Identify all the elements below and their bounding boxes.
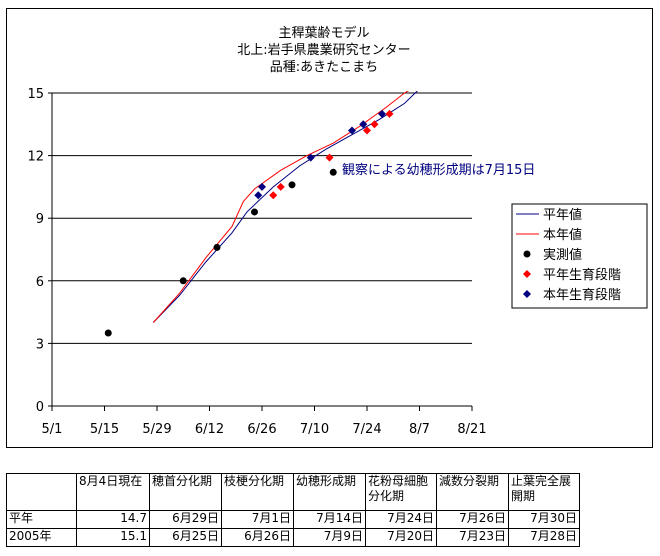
data-point [213,243,221,251]
data-point [306,153,315,162]
x-tick-label: 5/29 [142,422,171,437]
data-point [269,191,278,200]
y-tick-label: 9 [36,212,44,227]
data-point [359,120,368,129]
legend-swatch [523,250,531,258]
legend-swatch [523,270,531,278]
y-tick-label: 6 [36,275,44,290]
legend-label: 本年生育段階 [543,287,621,303]
table-cell: 6月26日 [221,528,294,547]
table-header-cell [6,473,77,511]
table-header-cell: 8月4日現在 [76,473,150,511]
table-header-cell: 枝梗分化期 [221,473,294,511]
table-row: 2005年 15.1 6月25日 6月26日 7月9日 7月20日 7月23日 7月28日 [6,528,580,547]
data-point [370,120,379,129]
table-cell: 7月23日 [436,528,509,547]
table-cell: 15.1 [76,528,150,547]
x-tick-label: 6/26 [247,422,276,437]
table-cell: 7月20日 [365,528,437,547]
y-tick-label: 15 [27,87,44,102]
data-point [378,109,386,118]
table-header-cell: 減数分裂期 [436,473,509,511]
data-point [288,181,296,189]
data-point [325,153,334,162]
data-point [179,277,187,285]
table-cell: 7月24日 [365,510,437,529]
table-cell: 2005年 [6,528,77,547]
legend-label: 平年値 [543,207,582,223]
table-cell: 14.7 [76,510,150,529]
legend-swatch [523,290,531,298]
title-line: 品種:あきたこまち [270,59,378,75]
data-point [254,191,263,200]
table-cell: 平年 [6,510,77,529]
x-tick-label: 7/24 [352,422,381,437]
legend-label: 平年生育段階 [543,267,621,283]
series-line [152,91,410,323]
series-line [152,91,418,323]
table-row: 平年 14.7 6月29日 7月1日 7月14日 7月24日 7月26日 7月30日 [6,510,580,529]
data-table: 8月4日現在 穂首分化期 枝梗分化期 幼穂形成期 花粉母細胞分化期 減数分裂期 止葉完全展開… [6,473,580,547]
table-cell: 7月14日 [293,510,366,529]
table-cell: 7月1日 [221,510,294,529]
y-tick-label: 0 [36,400,44,415]
table-cell: 7月9日 [293,528,366,547]
y-tick-label: 12 [27,150,44,165]
axes: 0 3 6 9 12 15 5/1 5/15 5/29 6/12 6/26 7/10 7/24 8/7 8/… [27,87,486,437]
data-point [258,182,266,191]
data-point [251,208,258,216]
data-point [348,126,356,135]
legend-label: 本年値 [543,227,582,243]
table-header-cell: 穂首分化期 [149,473,222,511]
x-tick-label: 8/21 [457,422,486,437]
title-line: 主稈葉齢モデル [278,25,369,41]
table-cell: 7月30日 [508,510,580,529]
annotation: 観察による幼穂形成期は7月15日 [342,163,535,178]
series [104,91,418,337]
x-tick-label: 7/10 [300,422,329,437]
data-point [385,109,394,118]
x-tick-label: 8/7 [409,422,430,437]
table-header-row: 8月4日現在 穂首分化期 枝梗分化期 幼穂形成期 花粉母細胞分化期 減数分裂期 止葉完全展開… [6,473,580,511]
table-header-cell: 止葉完全展開期 [508,473,580,511]
data-point [104,329,112,337]
table-cell: 6月29日 [149,510,222,529]
table-cell: 7月28日 [508,528,580,547]
table-cell: 6月25日 [149,528,222,547]
table-header-cell: 幼穂形成期 [293,473,366,511]
title-line: 北上:岩手県農業研究センター [237,42,410,58]
grid [52,92,472,344]
legend-label: 実測値 [543,247,582,263]
y-tick-label: 3 [36,337,44,352]
table-cell: 7月26日 [436,510,509,529]
x-tick-label: 6/12 [195,422,224,437]
legend-box [511,203,648,309]
data-point [276,182,285,191]
data-point [363,126,371,135]
data-point [329,168,337,176]
table-header-cell: 花粉母細胞分化期 [365,473,437,511]
x-tick-label: 5/15 [90,422,119,437]
chart-frame: 主稈葉齢モデル 北上:岩手県農業研究センター 品種:あきたこまち 0 3 6 9 12 15 5… [6,8,653,448]
x-tick-label: 5/1 [42,422,63,437]
